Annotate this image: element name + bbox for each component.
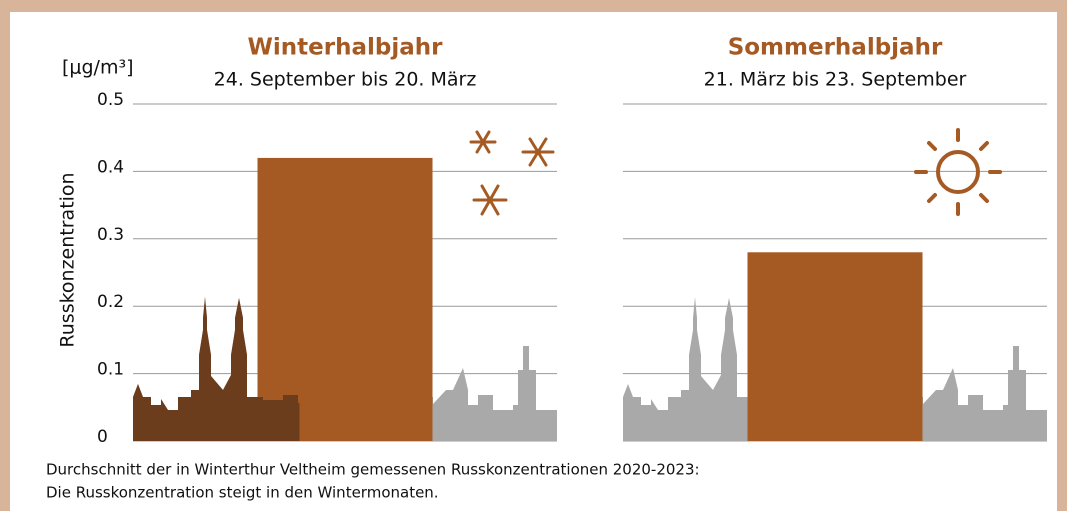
y-tick-label: 0 xyxy=(97,427,108,447)
y-unit: [μg/m³] xyxy=(62,57,134,79)
caption: Die Russkonzentration steigt in den Wint… xyxy=(46,484,439,502)
y-tick-label: 0.2 xyxy=(97,292,124,312)
y-tick-label: 0.1 xyxy=(97,360,124,380)
y-tick-label: 0.5 xyxy=(97,90,124,110)
caption: Durchschnitt der in Winterthur Veltheim … xyxy=(46,461,700,479)
y-tick-label: 0.3 xyxy=(97,225,124,245)
y-axis-label: Russkonzentration xyxy=(57,172,79,347)
y-tick-label: 0.4 xyxy=(97,157,124,177)
chart-subtitle: 24. September bis 20. März xyxy=(214,69,477,91)
chart-title: Sommerhalbjahr xyxy=(728,35,943,61)
bar xyxy=(748,252,923,441)
infographic: [μg/m³] Russkonzentration Durchschnitt d… xyxy=(0,0,1067,511)
chart-subtitle: 21. März bis 23. September xyxy=(704,69,967,91)
chart-title: Winterhalbjahr xyxy=(248,35,444,61)
